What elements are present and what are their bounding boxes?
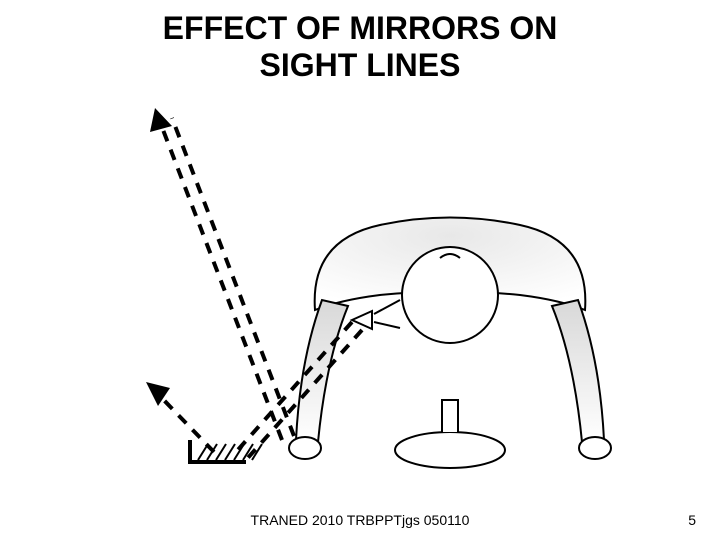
sight-origin-marker [352, 311, 372, 329]
left-hand [289, 437, 321, 459]
sight-line-diagram [0, 0, 720, 540]
right-hand [579, 437, 611, 459]
driver-figure [289, 218, 611, 469]
eye-line-a [374, 300, 400, 314]
right-arm [552, 300, 604, 442]
steering-column [442, 400, 458, 432]
page-number: 5 [688, 512, 696, 528]
eye-line-b [374, 322, 400, 328]
sight-line-direct [150, 108, 294, 440]
steering-wheel [395, 432, 505, 468]
left-arm [296, 300, 348, 442]
footer-text: TRANED 2010 TRBPPTjgs 050110 [0, 512, 720, 528]
head [402, 247, 498, 343]
